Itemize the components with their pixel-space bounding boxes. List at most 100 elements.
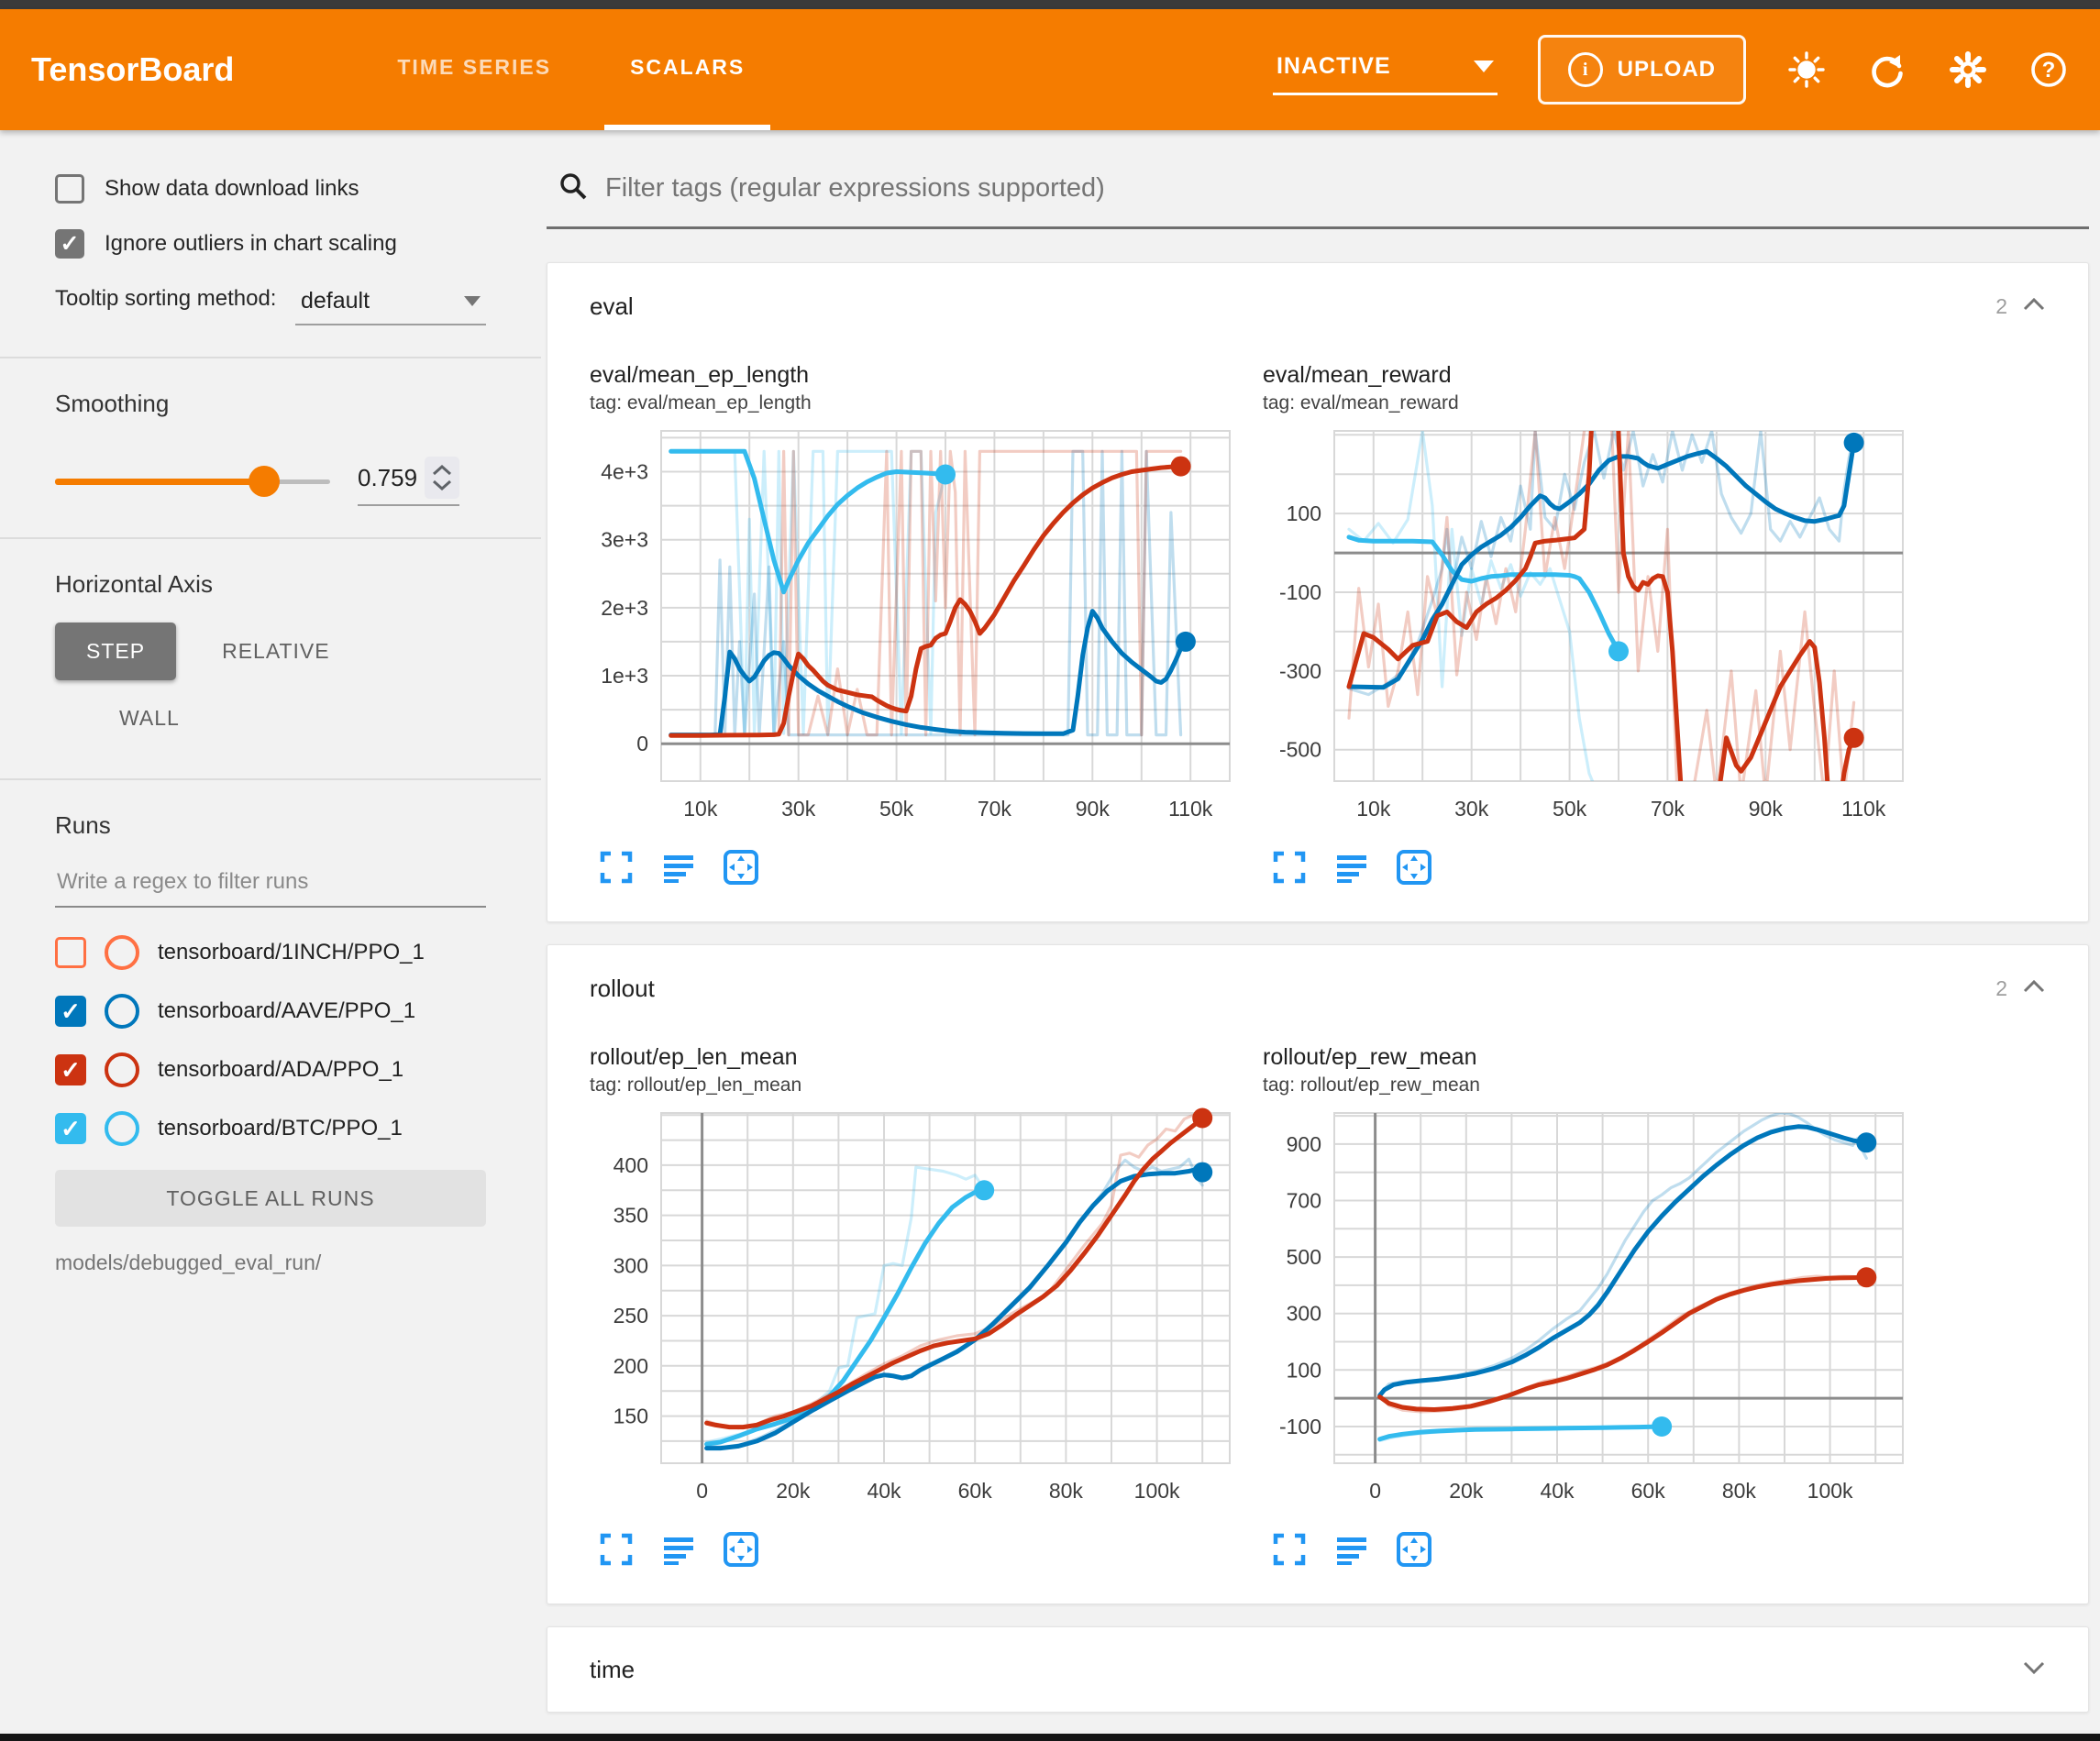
divider (0, 537, 541, 539)
svg-text:900: 900 (1287, 1132, 1321, 1156)
section-chart-count: 2 (1995, 975, 2007, 1000)
chart-plot[interactable]: 10k 30k 50k 70k 90k 110k 100 -100 -300 -500 (1257, 424, 1918, 843)
slider-thumb[interactable] (248, 466, 280, 497)
run-label: tensorboard/ADA/PPO_1 (158, 1057, 404, 1082)
run-checkbox-icon[interactable] (55, 937, 86, 968)
svg-text:100k: 100k (1134, 1479, 1180, 1503)
ignore-outliers-checkbox[interactable]: ✓ Ignore outliers in chart scaling (55, 229, 486, 259)
smoothing-label: Smoothing (55, 390, 170, 417)
run-row-1inch[interactable]: tensorboard/1INCH/PPO_1 (55, 935, 486, 970)
runs-filter-input[interactable]: Write a regex to filter runs (55, 864, 486, 908)
fullscreen-icon[interactable] (597, 848, 636, 887)
svg-text:0: 0 (696, 1479, 708, 1503)
svg-text:110k: 110k (1841, 797, 1886, 821)
run-row-btc[interactable]: ✓ tensorboard/BTC/PPO_1 (55, 1111, 486, 1146)
log-scale-icon[interactable] (1332, 848, 1371, 887)
divider (0, 778, 541, 780)
fit-domain-icon[interactable] (722, 848, 760, 887)
run-checkbox-icon[interactable]: ✓ (55, 1054, 86, 1085)
run-row-aave[interactable]: ✓ tensorboard/AAVE/PPO_1 (55, 994, 486, 1029)
refresh-icon[interactable] (1867, 50, 1907, 90)
axis-step-button[interactable]: STEP (55, 623, 177, 680)
number-stepper[interactable] (425, 457, 460, 499)
chevron-up-icon[interactable] (2022, 296, 2046, 317)
chart-plot[interactable]: 10k 30k 50k 70k 90k 110k 0 1e+3 2e+3 3e+3 4e+3 (584, 424, 1244, 843)
toggle-all-runs-button[interactable]: TOGGLE ALL RUNS (55, 1170, 486, 1227)
fullscreen-icon[interactable] (1270, 848, 1309, 887)
fit-domain-icon[interactable] (1395, 848, 1433, 887)
svg-text:30k: 30k (1454, 797, 1489, 821)
chart-title: rollout/ep_len_mean (590, 1044, 798, 1070)
help-icon[interactable]: ? (2028, 50, 2069, 90)
svg-text:50k: 50k (1553, 797, 1587, 821)
chart-plot[interactable]: 0 20k 40k 60k 80k 100k -100 100 300 500 700 900 (1257, 1106, 1918, 1525)
section-title: time (590, 1655, 636, 1683)
run-row-ada[interactable]: ✓ tensorboard/ADA/PPO_1 (55, 1052, 486, 1087)
smoothing-slider[interactable] (55, 466, 330, 497)
chart-tag: tag: rollout/ep_len_mean (590, 1074, 802, 1096)
checkbox-label: Ignore outliers in chart scaling (105, 231, 397, 256)
section-chart-count: 2 (1995, 293, 2007, 318)
fit-domain-icon[interactable] (722, 1530, 760, 1569)
svg-text:80k: 80k (1049, 1479, 1084, 1503)
section-header-time[interactable]: time (547, 1627, 2088, 1712)
section-card-time: time (547, 1626, 2089, 1713)
status-dropdown[interactable]: INACTIVE (1272, 44, 1498, 95)
svg-text:300: 300 (1287, 1302, 1321, 1326)
run-label: tensorboard/AAVE/PPO_1 (158, 998, 416, 1023)
status-dropdown-value: INACTIVE (1276, 53, 1391, 79)
svg-text:60k: 60k (1631, 1479, 1666, 1503)
tooltip-sorting-select[interactable]: default (295, 284, 486, 325)
axis-relative-button[interactable]: RELATIVE (222, 639, 330, 663)
section-title: rollout (590, 974, 655, 1002)
svg-text:30k: 30k (781, 797, 816, 821)
divider (0, 357, 541, 358)
svg-text:350: 350 (613, 1204, 648, 1228)
svg-text:100k: 100k (1807, 1479, 1853, 1503)
slider-fill (55, 479, 264, 485)
svg-text:400: 400 (613, 1153, 648, 1177)
svg-text:250: 250 (613, 1304, 648, 1328)
smoothing-value: 0.759 (358, 463, 418, 491)
chart-plot[interactable]: 0 20k 40k 60k 80k 100k 150 200 250 300 350 400 (584, 1106, 1244, 1525)
app-header: TensorBoard TIME SERIES SCALARS INACTIVE… (0, 9, 2100, 130)
brightness-icon[interactable] (1786, 50, 1827, 90)
chevron-down-icon[interactable] (2022, 1659, 2046, 1680)
runs-filter-placeholder: Write a regex to filter runs (57, 869, 309, 894)
search-icon (558, 171, 589, 206)
axis-wall-button[interactable]: WALL (119, 706, 180, 730)
tab-time-series[interactable]: TIME SERIES (397, 54, 552, 79)
section-header-eval[interactable]: eval 2 (547, 263, 2088, 349)
svg-text:100: 100 (1287, 1358, 1321, 1382)
gear-icon[interactable] (1948, 50, 1988, 90)
svg-text:-300: -300 (1279, 659, 1321, 683)
runs-subdirectory: models/debugged_eval_run/ (55, 1251, 322, 1274)
chevron-up-icon[interactable] (2022, 978, 2046, 999)
tab-scalars[interactable]: SCALARS (604, 9, 771, 130)
log-scale-icon[interactable] (1332, 1530, 1371, 1569)
fit-domain-icon[interactable] (1395, 1530, 1433, 1569)
chart-tag: tag: eval/mean_reward (1263, 392, 1459, 413)
section-title: eval (590, 292, 634, 320)
section-header-rollout[interactable]: rollout 2 (547, 945, 2088, 1031)
show-download-links-checkbox[interactable]: Show data download links (55, 174, 486, 204)
log-scale-icon[interactable] (659, 1530, 698, 1569)
window-bottom-strip (0, 1734, 2100, 1741)
svg-text:700: 700 (1287, 1189, 1321, 1213)
run-checkbox-icon[interactable]: ✓ (55, 1113, 86, 1144)
smoothing-value-field[interactable]: 0.759 (358, 457, 460, 506)
svg-text:500: 500 (1287, 1245, 1321, 1269)
svg-text:10k: 10k (683, 797, 718, 821)
fullscreen-icon[interactable] (597, 1530, 636, 1569)
log-scale-icon[interactable] (659, 848, 698, 887)
chart-title: rollout/ep_rew_mean (1263, 1044, 1477, 1070)
tooltip-sorting-label: Tooltip sorting method: (55, 286, 277, 311)
svg-text:-500: -500 (1279, 738, 1321, 762)
svg-text:3e+3: 3e+3 (601, 528, 648, 552)
run-checkbox-icon[interactable]: ✓ (55, 996, 86, 1027)
filter-tags-input[interactable]: Filter tags (regular expressions support… (547, 171, 2089, 229)
upload-button-label: UPLOAD (1617, 57, 1716, 82)
fullscreen-icon[interactable] (1270, 1530, 1309, 1569)
upload-button[interactable]: i UPLOAD (1537, 35, 1746, 105)
runs-label: Runs (55, 811, 111, 839)
